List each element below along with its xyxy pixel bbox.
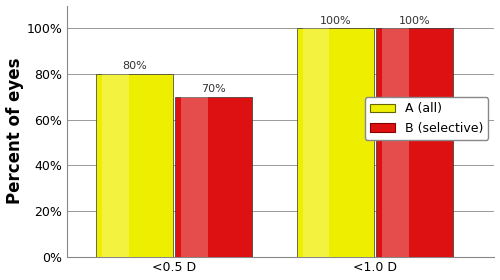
- Text: 80%: 80%: [122, 61, 147, 71]
- Bar: [382, 28, 408, 256]
- Bar: [297, 28, 374, 256]
- Y-axis label: Percent of eyes: Percent of eyes: [6, 58, 24, 204]
- Bar: [67, 256, 494, 266]
- Bar: [302, 28, 330, 256]
- Legend: A (all), B (selective): A (all), B (selective): [365, 97, 488, 140]
- Text: 100%: 100%: [320, 16, 351, 26]
- Bar: [175, 97, 252, 256]
- Bar: [376, 28, 453, 256]
- Bar: [181, 97, 208, 256]
- Text: 70%: 70%: [201, 84, 226, 94]
- Bar: [102, 74, 128, 256]
- Bar: [96, 74, 173, 256]
- Text: 100%: 100%: [398, 16, 430, 26]
